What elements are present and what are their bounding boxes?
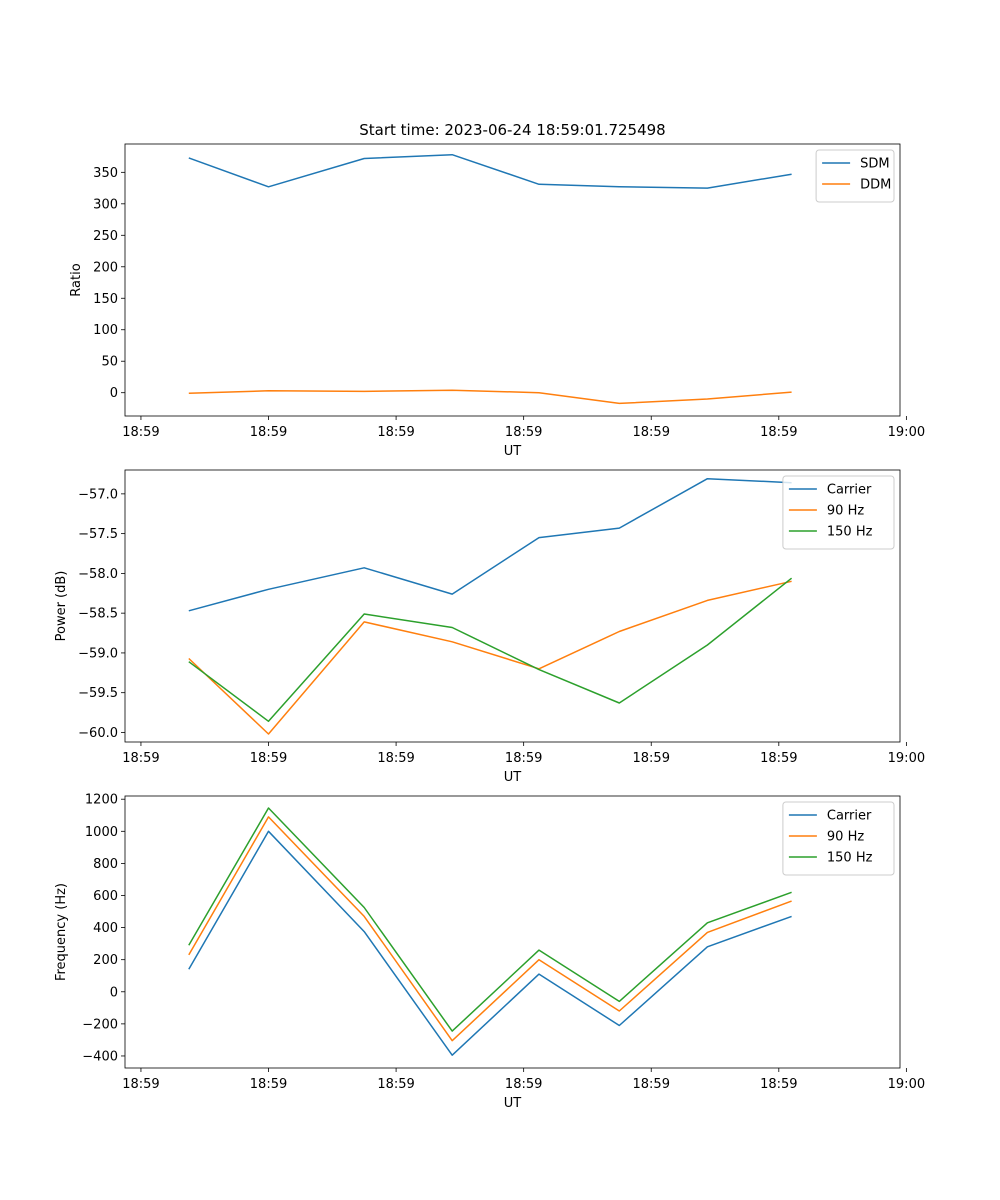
y-tick-label: 150 bbox=[93, 292, 118, 307]
x-tick-label: 18:59 bbox=[760, 1077, 797, 1092]
y-tick-label: 350 bbox=[93, 166, 118, 181]
x-tick-label: 18:59 bbox=[760, 751, 797, 766]
y-tick-label: 100 bbox=[93, 323, 118, 338]
legend-entry: 150 Hz bbox=[827, 525, 873, 540]
y-tick-label: 50 bbox=[101, 355, 118, 370]
x-axis-label: UT bbox=[504, 444, 522, 459]
series-line-150-hz bbox=[188, 807, 792, 1032]
legend-entry: 90 Hz bbox=[827, 504, 864, 519]
x-tick-label: 18:59 bbox=[760, 425, 797, 440]
x-tick-label: 18:59 bbox=[377, 751, 414, 766]
x-tick-label: 18:59 bbox=[633, 751, 670, 766]
y-tick-label: 300 bbox=[93, 197, 118, 212]
x-tick-label: 18:59 bbox=[250, 425, 287, 440]
x-tick-label: 18:59 bbox=[377, 1077, 414, 1092]
y-tick-label: 600 bbox=[93, 889, 118, 904]
axes-frame bbox=[124, 469, 901, 743]
x-axis-label: UT bbox=[504, 1096, 522, 1111]
series-line-150-hz bbox=[188, 577, 793, 723]
legend-entry: Carrier bbox=[827, 809, 872, 824]
series-line-ddm bbox=[188, 389, 792, 405]
x-axis-label: UT bbox=[504, 770, 522, 785]
x-tick-label: 18:59 bbox=[122, 751, 159, 766]
y-tick-label: −59.5 bbox=[78, 686, 118, 701]
y-tick-label: −58.0 bbox=[78, 567, 118, 582]
x-tick-label: 18:59 bbox=[377, 425, 414, 440]
x-tick-label: 19:00 bbox=[888, 425, 925, 440]
axes-frame bbox=[124, 795, 901, 1069]
y-tick-label: −57.5 bbox=[78, 527, 118, 542]
x-tick-label: 19:00 bbox=[888, 1077, 925, 1092]
series-line-sdm bbox=[188, 153, 792, 189]
y-tick-label: 0 bbox=[110, 985, 118, 1000]
x-tick-label: 18:59 bbox=[122, 425, 159, 440]
legend-entry: 150 Hz bbox=[827, 851, 873, 866]
x-tick-label: 18:59 bbox=[250, 751, 287, 766]
subplot-1: 0 50 100 150 200 250 300 350 18:59 18:59 18:59 18:5… bbox=[69, 143, 925, 459]
x-tick-label: 18:59 bbox=[505, 751, 542, 766]
x-tick-label: 18:59 bbox=[505, 425, 542, 440]
y-tick-label: 200 bbox=[93, 953, 118, 968]
x-tick-label: 18:59 bbox=[633, 425, 670, 440]
y-tick-label: −60.0 bbox=[78, 726, 118, 741]
y-tick-label: 1000 bbox=[85, 825, 118, 840]
legend-entry: DDM bbox=[860, 178, 891, 193]
x-tick-label: 18:59 bbox=[122, 1077, 159, 1092]
y-axis-label: Frequency (Hz) bbox=[54, 883, 69, 981]
y-axis-label: Ratio bbox=[69, 263, 84, 296]
subplots: 0 50 100 150 200 250 300 350 18:59 18:59 18:59 18:5… bbox=[54, 143, 925, 1111]
y-axis-label: Power (dB) bbox=[54, 571, 69, 642]
series-line-90-hz bbox=[188, 580, 792, 735]
y-tick-label: −57.0 bbox=[78, 487, 118, 502]
subplot-2: −60.0 −59.5 −59.0 −58.5 −58.0 −57.5 −57.0 18:59… bbox=[54, 469, 925, 785]
legend-entry: SDM bbox=[860, 157, 889, 172]
y-tick-label: 1200 bbox=[85, 793, 118, 808]
y-tick-label: −200 bbox=[82, 1017, 118, 1032]
legend: SDM DDM bbox=[815, 149, 895, 203]
y-tick-label: 250 bbox=[93, 229, 118, 244]
y-tick-label: 400 bbox=[93, 921, 118, 936]
x-tick-label: 18:59 bbox=[633, 1077, 670, 1092]
series-line-carrier bbox=[188, 477, 792, 612]
legend: Carrier 90 Hz 150 Hz bbox=[782, 475, 895, 550]
axes-frame bbox=[124, 143, 901, 417]
y-tick-label: −59.0 bbox=[78, 646, 118, 661]
legend: Carrier 90 Hz 150 Hz bbox=[782, 801, 895, 876]
x-tick-label: 18:59 bbox=[505, 1077, 542, 1092]
figure-title: Start time: 2023-06-24 18:59:01.725498 bbox=[359, 121, 665, 139]
y-tick-label: −400 bbox=[82, 1049, 118, 1064]
legend-entry: Carrier bbox=[827, 483, 872, 498]
y-tick-label: 200 bbox=[93, 260, 118, 275]
subplot-3: −400 −200 0 200 400 600 800 1000 1200 18:59 18:59 1… bbox=[54, 793, 925, 1111]
x-tick-label: 19:00 bbox=[888, 751, 925, 766]
y-tick-label: 0 bbox=[110, 386, 118, 401]
series-line-90-hz bbox=[188, 816, 792, 1042]
legend-entry: 90 Hz bbox=[827, 830, 864, 845]
series-line-carrier bbox=[188, 830, 792, 1056]
y-tick-label: 800 bbox=[93, 857, 118, 872]
x-tick-label: 18:59 bbox=[250, 1077, 287, 1092]
y-tick-label: −58.5 bbox=[78, 607, 118, 622]
